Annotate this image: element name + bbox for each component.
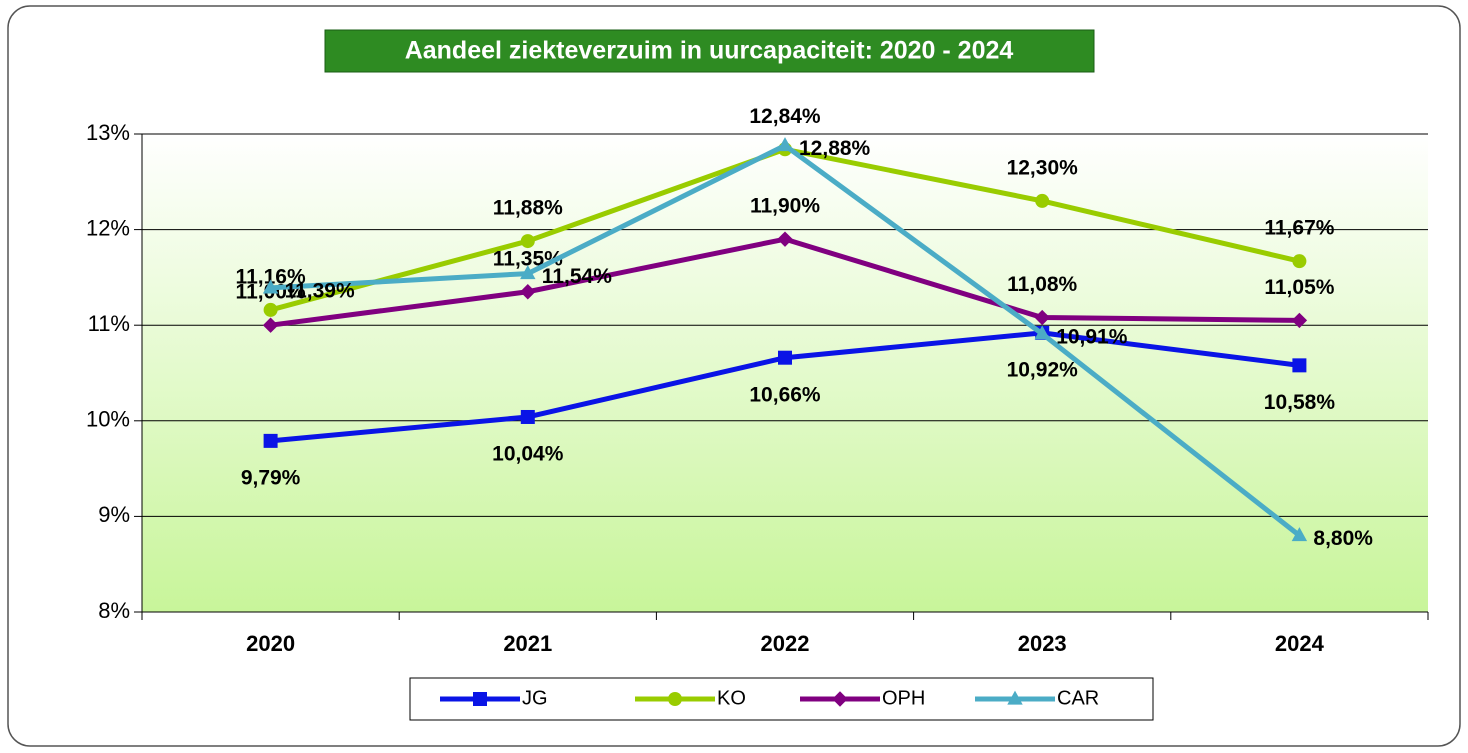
data-label: 11,39%: [285, 279, 355, 302]
marker: [1034, 325, 1050, 340]
marker: [520, 284, 536, 300]
data-label: 8,80%: [1313, 527, 1373, 550]
data-label: 11,05%: [1264, 276, 1334, 299]
x-tick-label: 2024: [1275, 631, 1325, 656]
marker: [262, 279, 279, 294]
data-label: 11,08%: [1007, 273, 1077, 296]
data-label: 11,67%: [1264, 217, 1334, 240]
plot-area: [142, 134, 1428, 612]
data-label: 12,30%: [1007, 156, 1079, 179]
legend-label: CAR: [1057, 687, 1099, 709]
marker: [668, 692, 682, 706]
marker: [1292, 358, 1307, 373]
marker: [263, 433, 278, 448]
marker: [1291, 312, 1308, 329]
data-label: 10,91%: [1056, 325, 1128, 348]
legend-label: KO: [717, 687, 746, 709]
x-tick-label: 2023: [1018, 631, 1067, 656]
marker: [520, 234, 535, 249]
y-tick-label: 13%: [86, 120, 130, 145]
legend-label: JG: [522, 687, 548, 709]
marker: [832, 691, 848, 707]
data-label: 11,54%: [542, 265, 612, 288]
x-tick-label: 2022: [761, 631, 810, 656]
y-tick-label: 9%: [98, 502, 130, 527]
data-label: 10,58%: [1264, 391, 1336, 414]
y-tick-label: 12%: [86, 215, 130, 240]
data-label: 11,16%: [236, 265, 306, 288]
chart-title: Aandeel ziekteverzuim in uurcapaciteit: …: [405, 37, 1014, 65]
marker: [520, 409, 535, 424]
marker: [1292, 254, 1307, 269]
marker: [1007, 690, 1023, 705]
data-label: 11,90%: [750, 195, 820, 218]
marker: [263, 302, 278, 317]
data-label: 10,04%: [492, 443, 564, 466]
x-tick-label: 2021: [503, 631, 552, 656]
marker: [262, 317, 279, 333]
legend-label: OPH: [882, 687, 925, 709]
marker: [777, 231, 793, 247]
data-label: 12,84%: [749, 105, 821, 128]
marker: [473, 692, 487, 706]
data-label: 12,88%: [799, 137, 871, 160]
data-label: 11,88%: [493, 197, 563, 220]
data-label: 9,79%: [241, 466, 301, 489]
marker: [520, 265, 536, 280]
marker: [1291, 527, 1308, 542]
marker: [777, 137, 793, 152]
y-tick-label: 8%: [98, 598, 130, 623]
data-label: 10,66%: [749, 383, 821, 406]
title-box: [324, 29, 1095, 73]
y-tick-label: 11%: [88, 311, 130, 336]
data-label: 10,92%: [1007, 358, 1079, 381]
marker: [1034, 309, 1050, 326]
marker: [1035, 193, 1050, 208]
y-tick-label: 10%: [86, 407, 130, 432]
marker: [778, 350, 792, 365]
x-tick-label: 2020: [246, 631, 295, 656]
